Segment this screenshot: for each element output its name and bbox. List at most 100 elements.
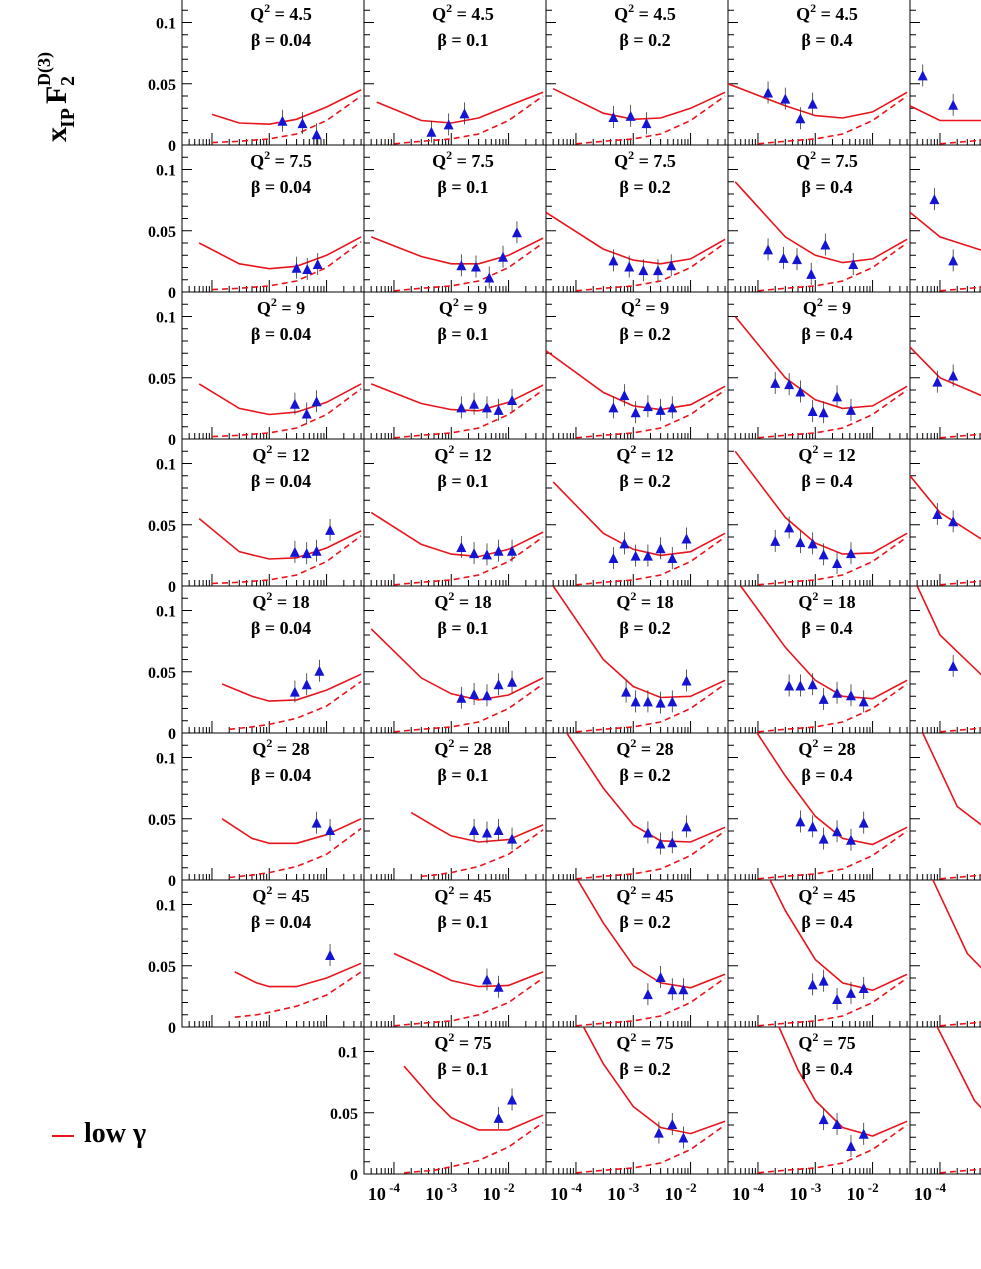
theory-curve-dashed bbox=[234, 971, 362, 1018]
data-point bbox=[314, 665, 325, 676]
panel-q2-label: Q2 = 28 bbox=[252, 736, 309, 759]
data-point bbox=[784, 522, 795, 533]
data-point bbox=[642, 696, 653, 707]
y-axis-title-x: x bbox=[40, 127, 73, 142]
data-point bbox=[807, 406, 818, 417]
panel-0: Q2 = 4.5 β = 0.04 bbox=[181, 0, 365, 146]
panel-content bbox=[910, 475, 981, 586]
theory-curve bbox=[769, 880, 908, 992]
data-point bbox=[818, 833, 829, 844]
panel-content bbox=[756, 733, 908, 880]
x-tick-label: 10 -3 bbox=[607, 1180, 640, 1204]
panel-beta-label: β = 0.2 bbox=[619, 30, 670, 50]
data-point bbox=[507, 395, 518, 406]
panel-frame bbox=[909, 879, 981, 1028]
panel-content bbox=[575, 1027, 726, 1174]
panel-frame bbox=[909, 291, 981, 440]
panel-q2-label: Q2 = 18 bbox=[252, 589, 309, 612]
theory-curve bbox=[734, 315, 908, 410]
y-axis-title-main: F bbox=[40, 86, 73, 104]
panel-beta-label: β = 0.2 bbox=[619, 471, 670, 491]
x-tick-label: 10 -2 bbox=[665, 1180, 697, 1204]
panel-beta-label: β = 0.04 bbox=[251, 618, 311, 638]
data-point bbox=[311, 396, 322, 407]
data-point bbox=[301, 679, 312, 690]
y-tick-label: 0.1 bbox=[156, 457, 176, 474]
panel-11: Q2 = 9 β = 0.4 bbox=[727, 291, 911, 440]
y-tick-label: 0.1 bbox=[156, 16, 176, 33]
panel-content bbox=[740, 586, 908, 733]
panel-19: Q2 = 18 β = 0.4 bbox=[727, 585, 911, 734]
data-point bbox=[291, 262, 302, 273]
data-point bbox=[277, 115, 288, 126]
panel-content bbox=[728, 81, 908, 145]
data-point bbox=[302, 263, 313, 274]
data-point bbox=[791, 254, 802, 265]
panel-23: Q2 = 28 β = 0.4 bbox=[727, 732, 911, 881]
panel-frame bbox=[909, 0, 981, 146]
data-point bbox=[311, 545, 322, 556]
y-tick-label: 0.05 bbox=[148, 959, 176, 976]
theory-curve-dashed bbox=[575, 389, 726, 439]
theory-curve bbox=[370, 383, 544, 412]
panel-q2-label: Q2 = 12 bbox=[616, 442, 673, 465]
theory-curve bbox=[936, 1027, 981, 1109]
data-point bbox=[818, 407, 829, 418]
panel-beta-label: β = 0.04 bbox=[251, 177, 311, 197]
data-point bbox=[507, 833, 518, 844]
data-point bbox=[481, 974, 492, 985]
data-point bbox=[621, 686, 632, 697]
panel-32 bbox=[909, 144, 981, 293]
theory-curve-dashed bbox=[393, 536, 544, 586]
panel-18: Q2 = 18 β = 0.2 bbox=[545, 585, 729, 734]
panel-beta-label: β = 0.4 bbox=[801, 177, 852, 197]
y-axis-title-sub: IP bbox=[57, 108, 79, 128]
panel-frame bbox=[909, 144, 981, 293]
theory-curve-dashed bbox=[404, 1121, 544, 1174]
panel-q2-label: Q2 = 7.5 bbox=[796, 148, 858, 171]
theory-curve-dashed bbox=[757, 1124, 908, 1174]
y-tick-label: 0.1 bbox=[156, 898, 176, 915]
theory-curve-dashed bbox=[757, 95, 908, 145]
panel-content bbox=[552, 87, 726, 145]
panel-frame bbox=[363, 291, 547, 440]
panel-content bbox=[734, 315, 908, 439]
data-point bbox=[470, 261, 481, 272]
theory-curve bbox=[403, 1065, 544, 1131]
data-point bbox=[681, 675, 692, 686]
panel-content bbox=[552, 586, 726, 733]
data-point bbox=[667, 1119, 678, 1129]
panel-38 bbox=[909, 1026, 981, 1175]
data-point bbox=[832, 826, 843, 837]
panel-20: Q2 = 28 β = 0.04 bbox=[181, 732, 365, 881]
data-point bbox=[311, 129, 322, 140]
panel-q2-label: Q2 = 12 bbox=[434, 442, 491, 465]
panel-q2-label: Q2 = 28 bbox=[434, 736, 491, 759]
theory-curve-dashed bbox=[211, 95, 362, 144]
theory-curve-dashed bbox=[211, 241, 362, 291]
panel-beta-label: β = 0.1 bbox=[437, 912, 488, 932]
theory-curve-dashed bbox=[757, 242, 908, 292]
panel-content bbox=[198, 517, 362, 585]
theory-curve bbox=[916, 586, 981, 676]
panel-content bbox=[565, 733, 726, 880]
panel-6: Q2 = 7.5 β = 0.2 bbox=[545, 144, 729, 293]
panel-34 bbox=[909, 438, 981, 587]
data-point bbox=[807, 98, 818, 109]
data-point bbox=[630, 407, 641, 418]
data-point bbox=[770, 535, 781, 546]
x-tick-label: 10 -2 bbox=[847, 1180, 879, 1204]
panel-17: Q2 = 18 β = 0.1 bbox=[363, 585, 547, 734]
theory-curve-dashed bbox=[757, 830, 908, 880]
panel-beta-label: β = 0.1 bbox=[437, 765, 488, 785]
data-point bbox=[667, 553, 678, 564]
data-point bbox=[469, 398, 480, 409]
x-tick-label: 10 -3 bbox=[425, 1180, 458, 1204]
panel-beta-label: β = 0.2 bbox=[619, 618, 670, 638]
panel-content bbox=[546, 350, 726, 439]
panel-22: Q2 = 28 β = 0.2 bbox=[545, 732, 729, 881]
theory-curve-dashed bbox=[575, 1124, 726, 1174]
panel-content bbox=[376, 91, 544, 145]
panel-26: Q2 = 45 β = 0.2 bbox=[545, 879, 729, 1028]
data-point bbox=[469, 689, 480, 700]
